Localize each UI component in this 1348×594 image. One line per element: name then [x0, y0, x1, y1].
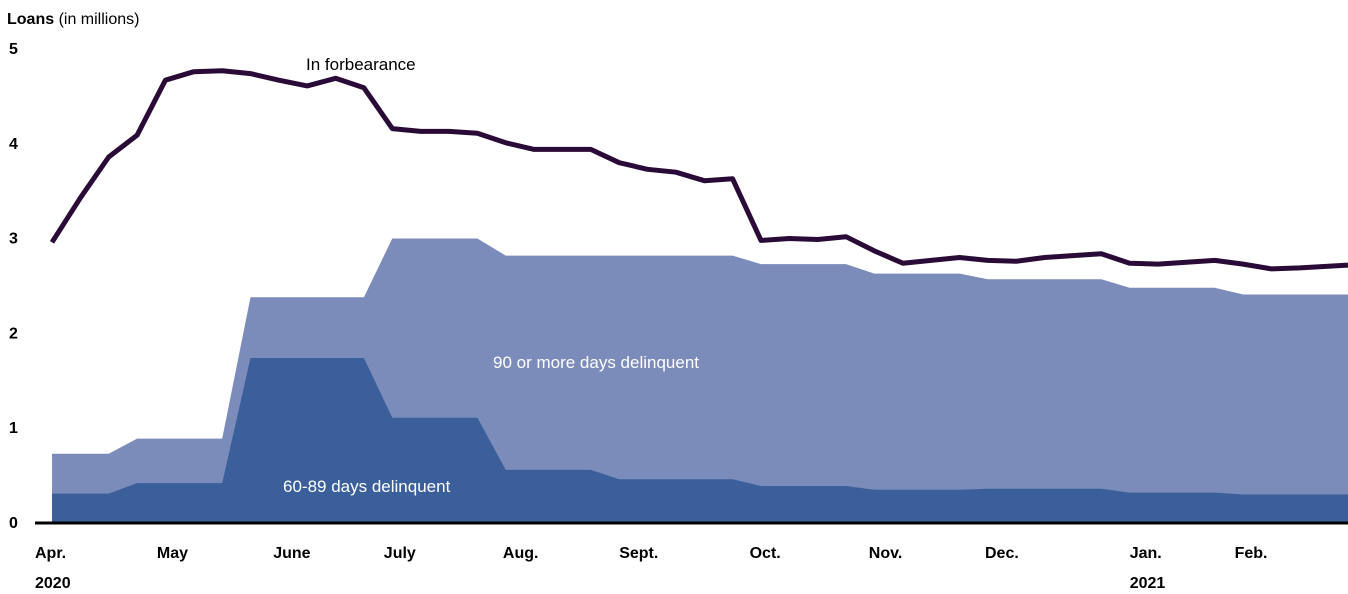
x-tick-label: Oct.	[750, 545, 781, 562]
y-tick-label: 3	[9, 231, 18, 248]
y-tick-label: 2	[9, 325, 18, 342]
x-tick-label: July	[384, 545, 416, 562]
annotation-90-plus-days-delinquent: 90 or more days delinquent	[493, 353, 699, 372]
y-tick-label: 5	[9, 41, 18, 58]
x-tick-label: Feb.	[1235, 545, 1268, 562]
y-axis-title-units: (in millions)	[54, 11, 139, 28]
y-tick-label: 1	[9, 420, 18, 437]
x-tick-label: June	[273, 545, 310, 562]
x-tick-label: Jan.	[1130, 545, 1162, 562]
x-tick-label: May	[157, 545, 188, 562]
line-in-forbearance	[49, 68, 1348, 272]
x-tick-label: Apr.	[35, 545, 66, 562]
area-layer	[52, 238, 1348, 522]
y-axis-title-bold: Loans	[7, 11, 54, 28]
x-year-label: 2021	[1130, 575, 1166, 592]
area-60-89-days-delinquent	[52, 358, 1348, 522]
x-tick-label: Sept.	[619, 545, 658, 562]
x-year-label: 2020	[35, 575, 71, 592]
line-layer	[49, 68, 1348, 272]
y-axis-title: Loans (in millions)	[7, 11, 139, 28]
x-tick-label: Nov.	[869, 545, 902, 562]
x-tick-label: Dec.	[985, 545, 1019, 562]
annotation-forbearance: In forbearance	[306, 55, 416, 74]
y-tick-label: 4	[9, 136, 18, 153]
x-tick-label: Aug.	[503, 545, 539, 562]
y-tick-labels: 0 1 2 3 4 5	[9, 41, 18, 532]
y-tick-label: 0	[9, 515, 18, 532]
x-tick-labels: Apr. May June July Aug. Sept. Oct. Nov. Dec. Jan.…	[35, 545, 1267, 592]
annotation-60-89-days-delinquent: 60-89 days delinquent	[283, 477, 451, 496]
